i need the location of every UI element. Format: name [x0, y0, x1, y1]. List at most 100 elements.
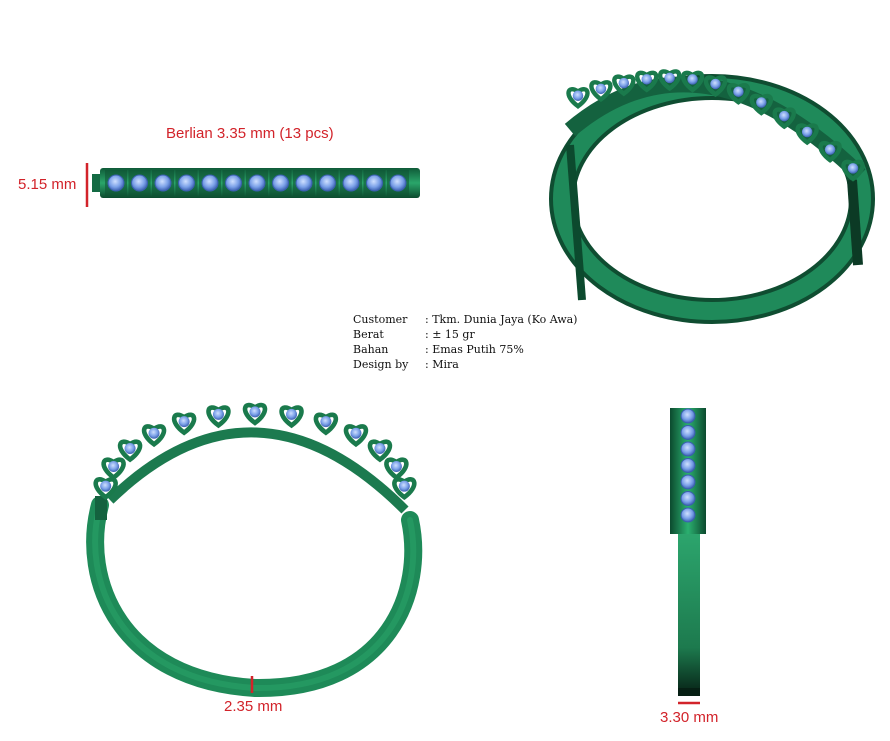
diamond-stone [178, 174, 195, 192]
front-heart-settings [93, 402, 417, 501]
perspective-heart-settings [566, 69, 865, 182]
diamond-stone [201, 174, 219, 192]
heart-setting [749, 93, 773, 116]
diamond-stone [680, 491, 696, 506]
diamond-stone [131, 174, 148, 192]
diamond-stone [680, 441, 696, 457]
side-view [670, 408, 706, 696]
heart-setting [818, 140, 842, 163]
diamond-stone [178, 416, 190, 428]
spec-row-weight: Berat : ± 15 gr [353, 327, 577, 342]
diamond-stone [710, 78, 721, 90]
heart-setting [117, 439, 143, 463]
strip-clasp [92, 174, 100, 192]
diamond-stone [366, 174, 383, 192]
heart-setting [101, 457, 126, 481]
perspective-view [549, 69, 875, 324]
diamond-stone [320, 416, 332, 428]
diamond-stone [398, 480, 410, 492]
diamond-stone [212, 408, 224, 420]
heart-setting [242, 402, 268, 426]
diamond-stone [687, 74, 698, 85]
spec-key: Berat [353, 328, 384, 341]
diamond-stone [680, 425, 696, 440]
width-dimension-label: 3.30 mm [660, 709, 719, 726]
diamond-stone [295, 174, 313, 192]
heart-setting [795, 123, 819, 146]
diamond-stone [824, 144, 836, 155]
side-view-stones [680, 408, 696, 523]
diamond-stone [286, 408, 298, 420]
diamond-stone [847, 163, 859, 174]
spec-key: Design by [353, 358, 409, 371]
diamond-stone [618, 77, 630, 89]
thickness-dimension-label: 2.35 mm [224, 698, 283, 715]
heart-setting [658, 69, 682, 92]
diamond-stone [272, 174, 289, 192]
diamond-stone [148, 427, 160, 439]
diamond-stone [756, 97, 767, 108]
spec-key: Bahan [353, 343, 389, 356]
diamond-stone [350, 427, 362, 439]
diamond-stone [572, 90, 584, 101]
diamond-stone [779, 110, 790, 122]
diamond-stone [389, 174, 407, 192]
diamond-stone [680, 507, 696, 523]
heart-setting [313, 412, 339, 436]
heart-setting [93, 477, 118, 501]
heart-setting [279, 405, 304, 429]
heart-setting [206, 405, 231, 429]
diamond-stone [225, 174, 242, 192]
diamond-stone [374, 443, 386, 455]
diamond-stone [390, 461, 402, 473]
diamond-stone [249, 406, 261, 418]
heart-setting [612, 74, 636, 97]
heart-setting [635, 70, 659, 93]
heart-setting [703, 75, 728, 98]
diamond-stone [107, 174, 125, 192]
heart-setting [343, 424, 369, 448]
diamond-stone [680, 408, 696, 424]
heart-setting [367, 439, 393, 463]
diamond-stone [100, 480, 112, 492]
top-view-strip [92, 168, 420, 198]
strip-stones [105, 170, 409, 196]
spec-row-designer: Design by : Mira [353, 357, 577, 372]
diamond-stone [664, 72, 675, 84]
heart-setting [772, 107, 796, 130]
spec-value: : Tkm. Dunia Jaya (Ko Awa) [425, 313, 578, 326]
diamond-stone [641, 74, 652, 85]
heart-setting [841, 159, 865, 182]
diamond-stone [108, 461, 120, 473]
heart-setting [726, 83, 751, 105]
heart-setting [384, 457, 409, 481]
front-view [86, 402, 423, 698]
spec-row-material: Bahan : Emas Putih 75% [353, 342, 577, 357]
diamond-stone [733, 86, 744, 97]
spec-key: Customer [353, 313, 408, 326]
spec-value: : ± 15 gr [425, 328, 475, 341]
spec-value: : Emas Putih 75% [425, 343, 524, 356]
heart-setting [392, 477, 417, 501]
diamond-stone [680, 458, 696, 473]
heart-setting [171, 412, 197, 436]
diamond-stone [801, 126, 813, 138]
diamond-stone [154, 174, 172, 192]
height-dimension-label: 5.15 mm [18, 176, 77, 193]
diamond-stone [342, 174, 360, 192]
diamond-stone [595, 83, 607, 95]
heart-setting [589, 80, 613, 103]
diamond-stone [680, 474, 696, 490]
side-view-shank [678, 534, 700, 696]
diamond-stone [319, 174, 336, 192]
diamond-stone [248, 174, 266, 192]
heart-setting [680, 70, 705, 93]
spec-row-customer: Customer : Tkm. Dunia Jaya (Ko Awa) [353, 312, 577, 327]
spec-value: : Mira [425, 358, 459, 371]
heart-setting [566, 87, 590, 109]
diamond-spec-label: Berlian 3.35 mm (13 pcs) [166, 125, 334, 142]
diamond-stone [124, 443, 136, 455]
heart-setting [141, 424, 167, 448]
spec-table: Customer : Tkm. Dunia Jaya (Ko Awa) Bera… [353, 312, 577, 372]
